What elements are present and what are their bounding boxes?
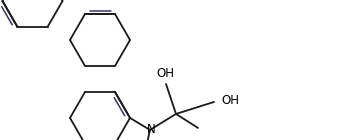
Text: OH: OH [221, 94, 239, 107]
Text: OH: OH [156, 67, 174, 80]
Text: N: N [147, 123, 155, 136]
